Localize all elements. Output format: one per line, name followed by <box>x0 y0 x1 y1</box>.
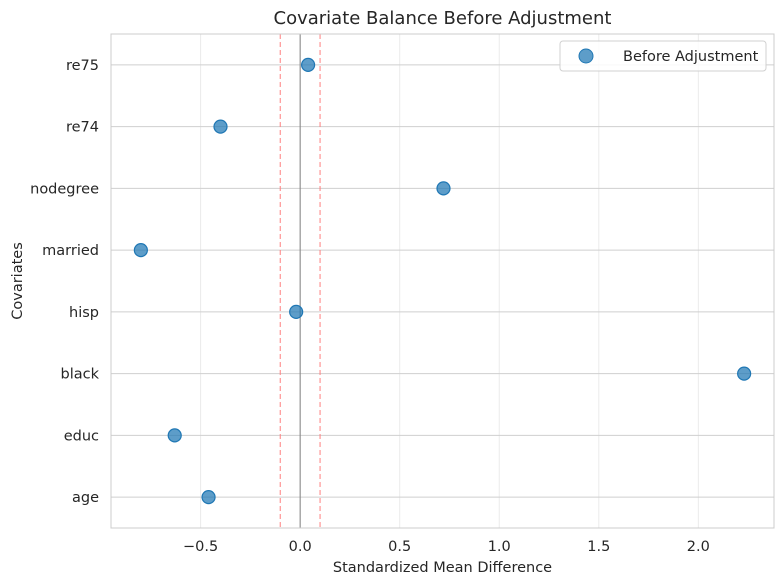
legend-box <box>559 40 767 72</box>
x-tick-label: 1.0 <box>488 539 511 555</box>
data-point-re75 <box>301 57 316 72</box>
data-points <box>133 57 752 505</box>
x-tick-label: 1.5 <box>587 539 610 555</box>
y-tick-label: re74 <box>66 120 99 136</box>
data-point-black <box>737 366 752 381</box>
y-tick-labels: age educ black hisp married nodegree re74 re75 <box>30 58 99 506</box>
plot-frame <box>110 33 775 529</box>
y-tick-label: hisp <box>69 305 99 321</box>
x-tick-label: 2.0 <box>687 539 710 555</box>
y-axis-label: Covariates <box>10 242 26 320</box>
y-tick-label: black <box>61 367 100 383</box>
y-tick-label: married <box>42 243 99 259</box>
x-tick-labels: −0.5 0.0 0.5 1.0 1.5 2.0 <box>183 539 710 555</box>
data-point-hisp <box>289 304 304 319</box>
data-point-educ <box>167 428 182 443</box>
x-axis-label: Standardized Mean Difference <box>333 560 552 576</box>
legend-marker <box>578 48 594 64</box>
data-point-married <box>133 243 148 258</box>
y-tick-label: re75 <box>66 58 99 74</box>
y-tick-label: educ <box>64 428 99 444</box>
legend: Before Adjustment <box>559 40 767 72</box>
legend-label: Before Adjustment <box>623 49 759 65</box>
x-tick-label: −0.5 <box>183 539 218 555</box>
y-tick-label: age <box>72 490 99 506</box>
x-tick-label: 0.0 <box>289 539 312 555</box>
x-tick-label: 0.5 <box>388 539 411 555</box>
chart-title: Covariate Balance Before Adjustment <box>274 8 612 29</box>
data-point-re74 <box>213 119 228 134</box>
y-tick-label: nodegree <box>30 181 99 197</box>
data-point-age <box>201 490 216 505</box>
data-point-nodegree <box>436 181 451 196</box>
reference-lines <box>279 34 321 528</box>
